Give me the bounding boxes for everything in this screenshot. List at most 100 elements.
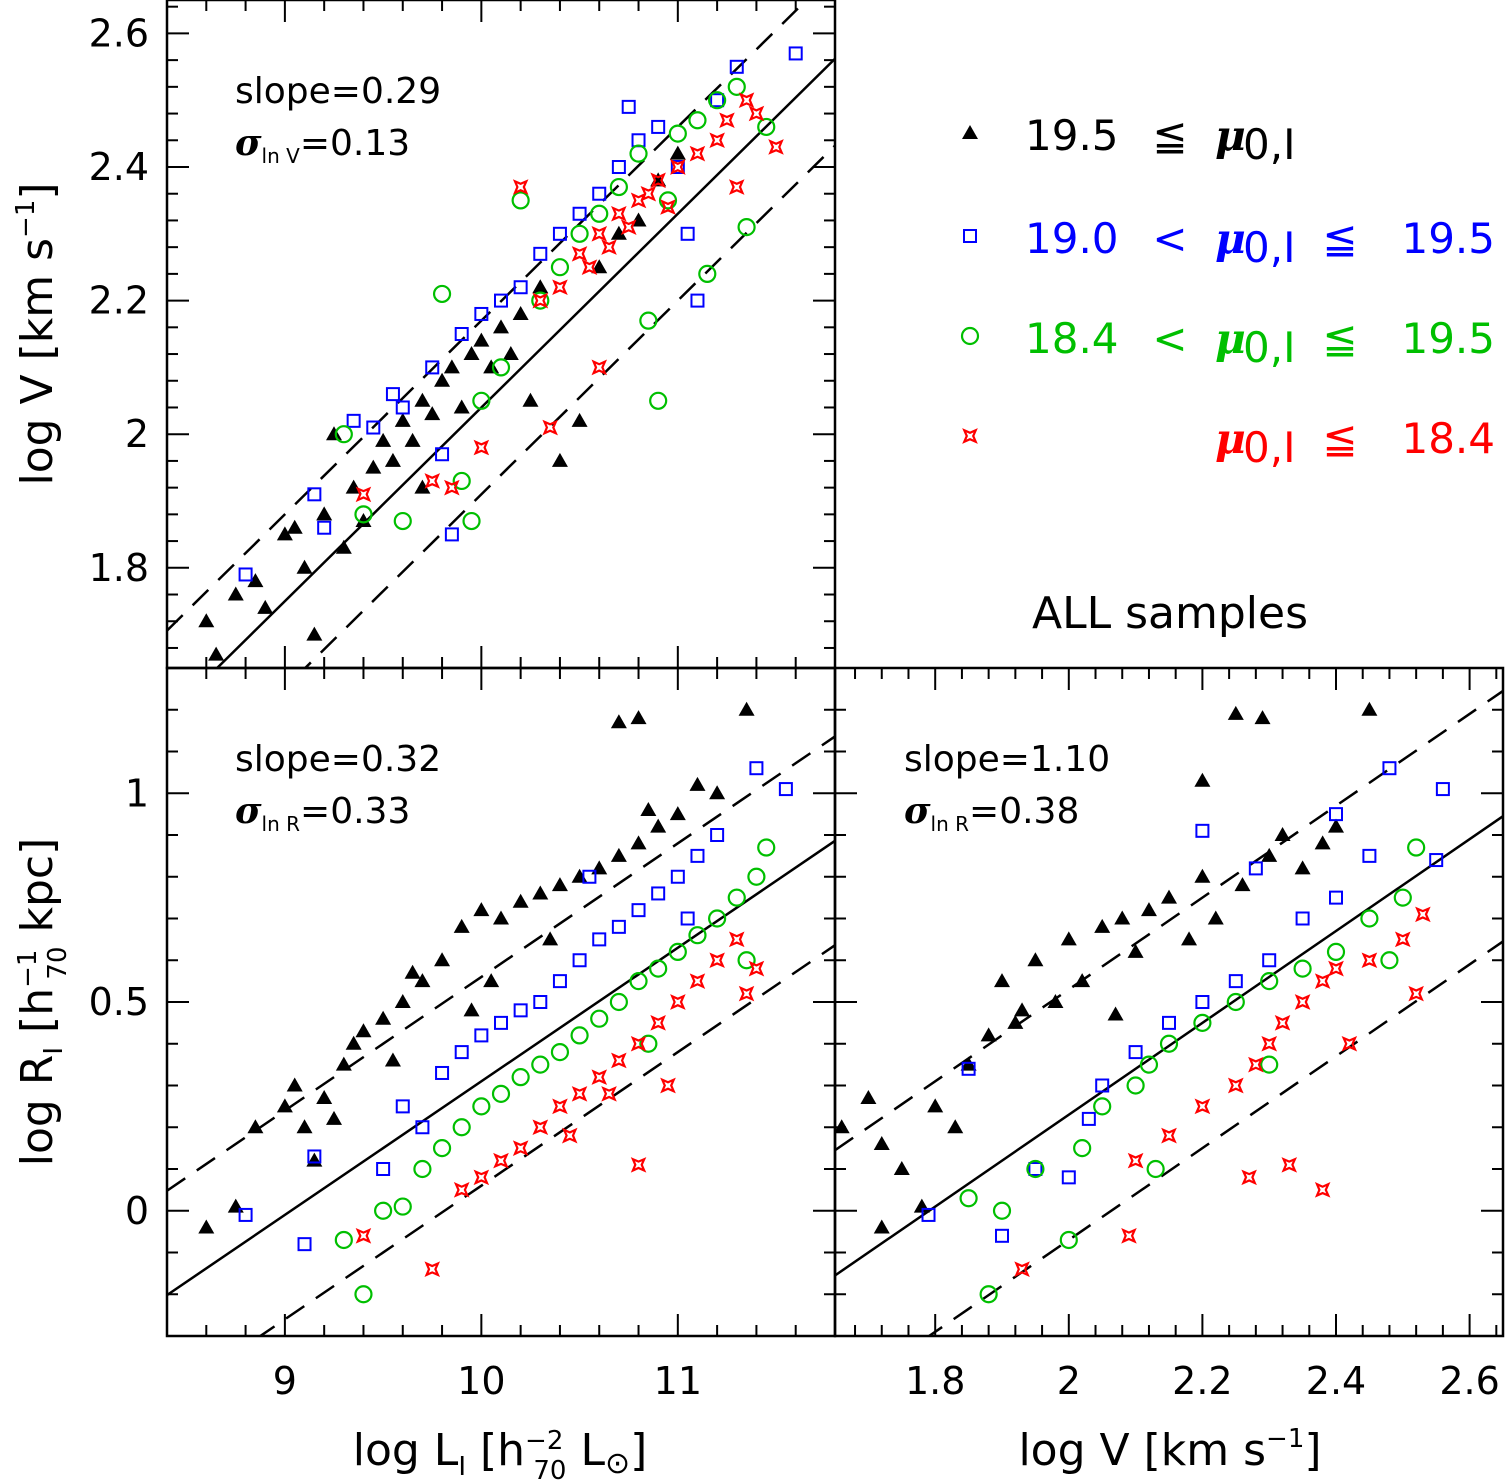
vl-series1-point <box>317 520 332 535</box>
legend-upper: 18.4 <box>1401 414 1495 463</box>
rv-series1-point <box>1429 853 1444 868</box>
rl-series3-point <box>660 1077 676 1094</box>
rv-x-tick-label: 1.8 <box>905 1359 965 1403</box>
vl-series0-point <box>610 225 627 240</box>
rl-xlabel-sup: −2 <box>525 1426 563 1456</box>
vl-series3-point <box>689 145 706 162</box>
rl-sigma-symbol: σ <box>235 790 262 832</box>
legend-marker <box>960 326 980 346</box>
rl-fit-line <box>167 839 835 1297</box>
rl-series1-point <box>592 932 607 947</box>
legend-mu-sub: 0,I <box>1243 223 1295 272</box>
legend-upper: 19.5 <box>1401 314 1495 363</box>
rl-series3-point <box>532 1119 549 1135</box>
rl-series0-point <box>610 714 627 729</box>
vl-series2-point <box>590 204 609 223</box>
rv-series0-point <box>1014 1002 1031 1017</box>
rl-series1-point <box>474 1028 489 1043</box>
rv-fit-upper-dashed <box>835 689 1503 1152</box>
rl-series3-point <box>591 1069 608 1085</box>
rv-series2-point <box>1326 942 1346 962</box>
vl-series0-point <box>443 359 460 374</box>
vl-series2-point <box>658 191 678 210</box>
panel-rl: 0 0.5 1 9 10 11 slope=0.32 σln R=0.33 log RI … <box>12 666 837 1484</box>
vl-y-axis-label: log V [km s−1] <box>11 182 63 485</box>
rl-fit-lower-dashed <box>258 944 835 1336</box>
vl-series2-point <box>491 358 511 377</box>
legend-upper: 19.5 <box>1401 214 1495 263</box>
rl-series2-point <box>491 1084 511 1103</box>
rl-series1-point <box>494 1015 508 1030</box>
rl-series1-point <box>307 1149 322 1164</box>
rv-series3-point <box>1328 960 1344 977</box>
rv-series3-point <box>1248 1056 1264 1073</box>
rl-series1-point <box>552 974 567 989</box>
rv-x-tick-label: 2.6 <box>1439 1359 1499 1403</box>
rl-series0-point <box>542 931 559 946</box>
rl-series0-point <box>384 1052 401 1067</box>
vl-series2-point <box>452 471 471 491</box>
vl-series2-point <box>698 264 717 283</box>
rv-x-tick-label: 2.2 <box>1172 1359 1232 1403</box>
rv-x-axis-label: log V [km s−1] <box>1018 1424 1321 1476</box>
vl-series1-point <box>454 327 469 341</box>
rl-series1-point <box>670 869 685 884</box>
rl-sigma-value: =0.33 <box>300 791 410 832</box>
legend-marker <box>963 229 977 243</box>
legend-mu: μ <box>1215 214 1246 263</box>
legend-marker <box>962 125 978 139</box>
rl-series3-point <box>424 1261 441 1278</box>
panel-vl: 1.8 2 2.2 2.4 2.6 slope=0.29 σln V=0.13 log … <box>11 0 837 670</box>
rv-series3-point <box>1161 1127 1177 1144</box>
rl-series0-point <box>738 701 755 716</box>
rl-series3-point <box>728 931 745 948</box>
vl-series3-point <box>591 359 608 376</box>
rl-series3-point <box>601 1086 617 1102</box>
vl-series3-point <box>601 239 617 255</box>
rv-series3-point <box>1294 994 1311 1010</box>
vl-series3-point <box>424 473 441 489</box>
rv-xlabel-main: log V [km s <box>1018 1425 1266 1476</box>
rl-series2-point <box>668 942 687 962</box>
rv-series1-point <box>1262 953 1277 968</box>
vl-series0-point <box>571 412 588 427</box>
rl-xlabel-end: L <box>566 1425 605 1476</box>
vl-sigma-sub: ln V <box>262 144 301 168</box>
rv-sigma-sub: ln R <box>931 812 970 836</box>
vl-series3-point <box>581 259 598 276</box>
vl-series0-point <box>502 346 519 361</box>
rv-series0-point <box>1007 1014 1024 1029</box>
vl-series3-point <box>591 225 608 242</box>
vl-series2-point <box>570 224 589 243</box>
vl-series3-point <box>444 479 460 496</box>
rv-series3-point <box>1314 973 1331 989</box>
rv-series0-point <box>1074 973 1091 988</box>
panel-rl-ticks: 0 0.5 1 9 10 11 <box>89 667 836 1403</box>
rv-series3-point <box>1361 952 1378 968</box>
rl-series2-point <box>452 1118 471 1137</box>
rv-series3-point <box>1227 1077 1244 1094</box>
rl-slope-annotation: slope=0.32 <box>235 739 441 780</box>
vl-series1-point <box>474 306 489 321</box>
vl-fit-line <box>215 57 835 668</box>
vl-series1-point <box>385 387 400 402</box>
vl-series2-point <box>472 391 491 410</box>
vl-sigma-symbol: σ <box>235 122 262 164</box>
vl-series0-point <box>257 599 274 614</box>
rv-series2-point <box>1159 1034 1179 1053</box>
rv-series0-point <box>873 1135 890 1150</box>
rv-series1-point <box>1028 1162 1043 1176</box>
rl-series0-point <box>493 910 509 925</box>
vl-series2-point <box>462 511 481 531</box>
rl-series2-point <box>354 1285 373 1304</box>
rl-series0-point <box>630 710 647 725</box>
rv-series0-point <box>1047 994 1064 1008</box>
rl-series0-point <box>296 1119 313 1134</box>
vl-sigma-annotation: σln V=0.13 <box>235 122 410 168</box>
rl-series0-point <box>610 847 627 862</box>
rv-series1-point <box>921 1207 936 1222</box>
vl-series0-point <box>522 392 539 407</box>
rv-series0-point <box>1234 877 1251 892</box>
vl-series1-point <box>729 59 744 74</box>
vl-series1-point <box>238 567 253 582</box>
